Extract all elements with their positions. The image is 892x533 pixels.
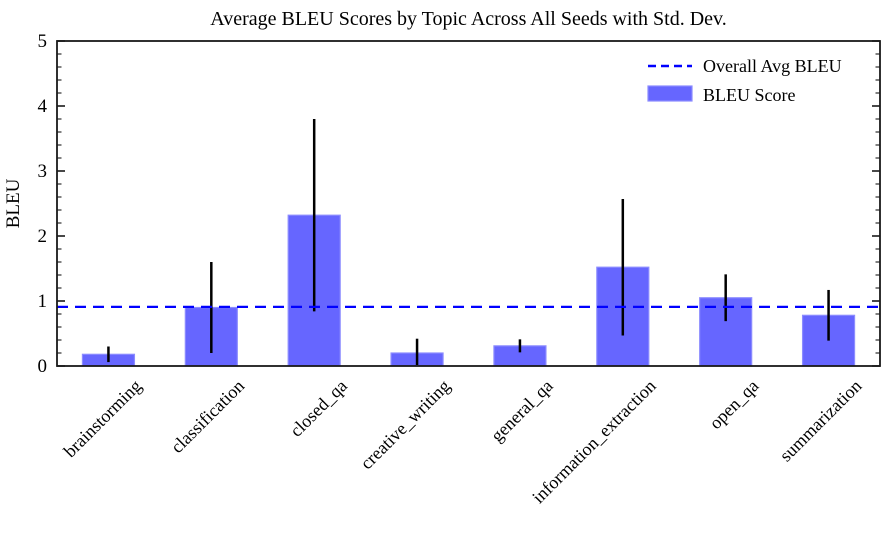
y-axis-label: BLEU [3, 178, 24, 228]
chart-title: Average BLEU Scores by Topic Across All … [210, 8, 727, 30]
plot-frame [56, 40, 881, 367]
x-tick-label: classification [167, 376, 248, 457]
y-tick-label: 1 [38, 291, 48, 312]
legend: Overall Avg BLEU BLEU Score [647, 56, 842, 105]
legend-label-bleu-score: BLEU Score [703, 85, 795, 105]
x-tick-label: summarization [776, 376, 866, 466]
x-tick-label: open_qa [705, 376, 762, 433]
x-tick-label: creative_writing [356, 376, 454, 474]
y-tick-label: 5 [38, 31, 48, 52]
y-tick-label: 3 [38, 161, 48, 182]
x-tick-label: brainstorming [60, 376, 146, 462]
y-tick-label: 4 [38, 96, 48, 117]
legend-label-overall-avg: Overall Avg BLEU [703, 56, 842, 76]
y-tick-label: 2 [38, 226, 48, 247]
y-tick-label: 0 [38, 356, 48, 377]
x-tick-label: general_qa [487, 376, 557, 446]
x-tick-label: closed_qa [286, 376, 351, 441]
legend-bar-swatch [647, 85, 693, 102]
